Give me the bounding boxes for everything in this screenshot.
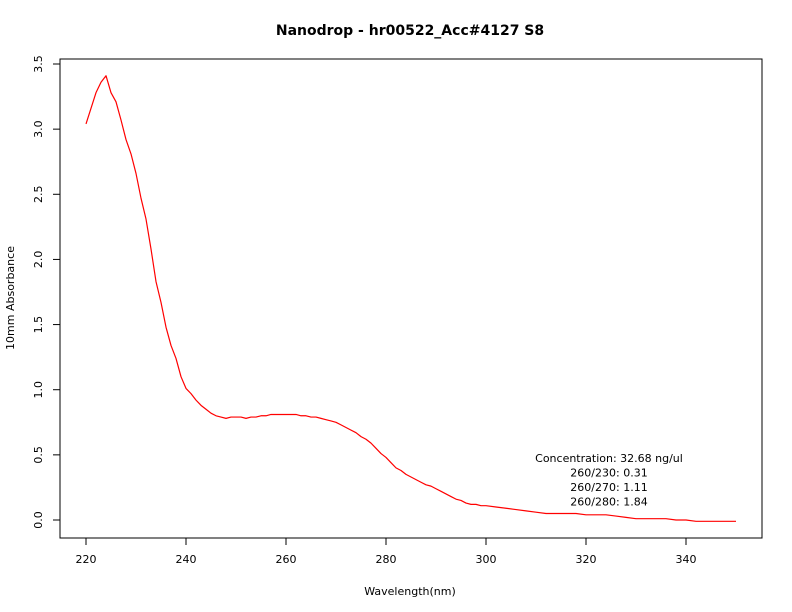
y-tick-label: 2.0 [32, 251, 45, 269]
chart-title: Nanodrop - hr00522_Acc#4127 S8 [276, 23, 544, 39]
y-tick-label: 3.0 [32, 120, 45, 138]
annotation-line: Concentration: 32.68 ng/ul [535, 452, 683, 465]
y-axis-label: 10mm Absorbance [4, 246, 17, 350]
x-tick-label: 320 [576, 553, 597, 566]
y-tick-label: 2.5 [32, 186, 45, 204]
x-tick-label: 220 [76, 553, 97, 566]
series-layer [85, 75, 736, 522]
x-tick-label: 280 [376, 553, 397, 566]
y-tick-label: 0.5 [32, 446, 45, 464]
x-tick-label: 240 [176, 553, 197, 566]
y-tick-label: 0.0 [32, 511, 45, 529]
plot-frame [59, 58, 763, 539]
annotation-line: 260/230: 0.31 [570, 467, 647, 480]
annotation-line: 260/280: 1.84 [570, 496, 647, 509]
y-tick-label: 1.0 [32, 381, 45, 399]
y-tick-label: 1.5 [32, 316, 45, 334]
x-tick-label: 260 [276, 553, 297, 566]
x-tick-label: 300 [476, 553, 497, 566]
x-axis-label: Wavelength(nm) [364, 585, 456, 598]
series-line-0 [85, 75, 736, 522]
y-tick-label: 3.5 [32, 55, 45, 73]
y-axis: 0.0 0.5 1.0 1.5 2.0 2.5 3.0 3.5 [32, 55, 60, 529]
annotation-line: 260/270: 1.11 [570, 481, 647, 494]
x-axis: 220 240 260 280 300 320 340 [76, 538, 697, 566]
x-tick-label: 340 [676, 553, 697, 566]
